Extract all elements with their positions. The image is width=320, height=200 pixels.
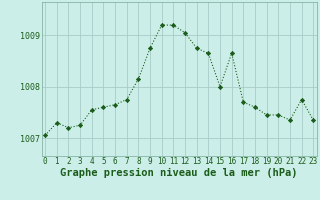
X-axis label: Graphe pression niveau de la mer (hPa): Graphe pression niveau de la mer (hPa): [60, 168, 298, 178]
